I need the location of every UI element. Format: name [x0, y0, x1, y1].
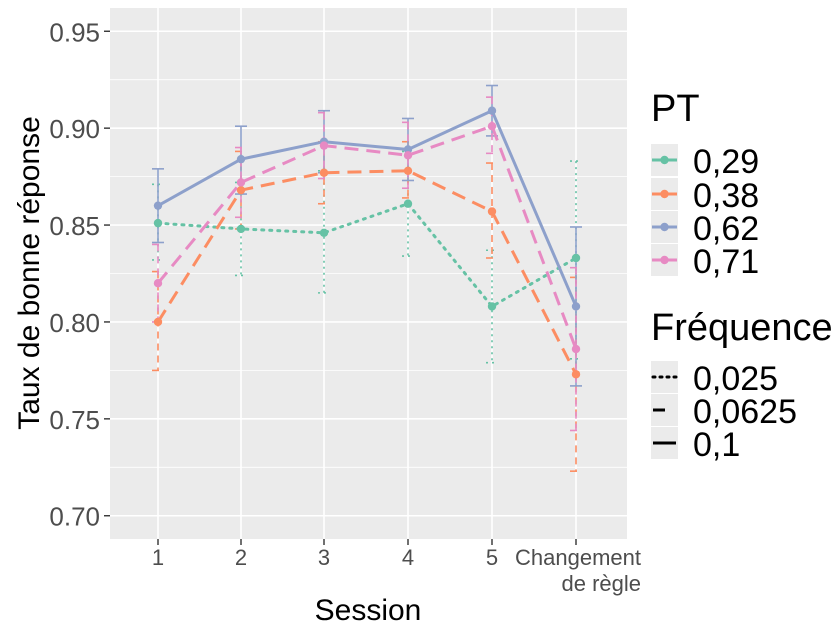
y-tick-label: 0.75	[49, 405, 100, 435]
data-point	[571, 302, 581, 311]
data-point	[319, 141, 329, 150]
data-point	[153, 201, 163, 210]
legend-label: 0,0625	[693, 393, 797, 431]
data-point	[403, 145, 413, 154]
series-line	[157, 109, 578, 308]
x-tick-label: Changement de règle	[515, 545, 641, 596]
x-tick-label: 4	[402, 545, 414, 570]
data-point	[487, 106, 497, 115]
legend-label: 0,62	[693, 210, 759, 248]
legend-label: 0,1	[693, 426, 740, 464]
y-tick-label: 0.85	[49, 211, 100, 241]
data-point	[487, 302, 497, 311]
data-point	[319, 228, 329, 238]
legend-key-point	[660, 222, 669, 232]
data-point	[236, 178, 246, 187]
data-point	[153, 218, 163, 228]
series-line	[156, 202, 578, 308]
data-point	[319, 168, 329, 177]
y-tick-label: 0.80	[49, 308, 100, 338]
x-axis-title: Session	[315, 594, 422, 627]
x-tick-label-line: de règle	[561, 571, 641, 596]
data-point	[403, 151, 413, 160]
point-layer	[153, 106, 581, 379]
line-layer	[156, 109, 578, 375]
y-axis-title: Taux de bonne réponse	[13, 116, 46, 430]
data-point	[487, 122, 497, 131]
legend-title-pt: PT	[651, 88, 700, 130]
series-line	[156, 169, 578, 375]
y-tick-label: 0.95	[49, 17, 100, 47]
legend-label: 0,38	[693, 177, 759, 215]
x-tick-label: 2	[235, 545, 247, 570]
y-tick-label: 0.70	[49, 502, 100, 532]
legend-label: 0,29	[693, 143, 759, 181]
x-tick-label-line: Changement	[515, 545, 641, 570]
x-tick-label: 5	[486, 545, 498, 570]
legend-key-point	[660, 255, 669, 265]
data-point	[236, 224, 246, 234]
data-point	[236, 154, 246, 164]
data-point	[571, 370, 581, 379]
data-point	[153, 317, 163, 327]
legend-label: 0,025	[693, 360, 778, 398]
legend-label: 0,71	[693, 243, 759, 281]
data-point	[571, 344, 581, 354]
data-point	[236, 185, 246, 195]
legend-key-point	[660, 155, 669, 165]
data-point	[403, 166, 413, 175]
data-point	[403, 199, 413, 208]
axis-layer: 0.70 0.75 0.80 0.85 0.90 0.95 1 2 3 4 5 Changement d…	[49, 17, 641, 596]
legend: PT Fréquence 0,290,380,620,71 0,0250,0625…	[651, 88, 833, 464]
x-tick-label: 1	[152, 545, 164, 570]
data-point	[487, 207, 497, 216]
data-point	[571, 253, 581, 263]
legend-key-point	[660, 189, 669, 199]
legend-title-frequence: Fréquence	[651, 307, 833, 349]
x-tick-label: 3	[318, 545, 330, 570]
y-tick-label: 0.90	[49, 114, 100, 144]
data-point	[153, 278, 163, 288]
